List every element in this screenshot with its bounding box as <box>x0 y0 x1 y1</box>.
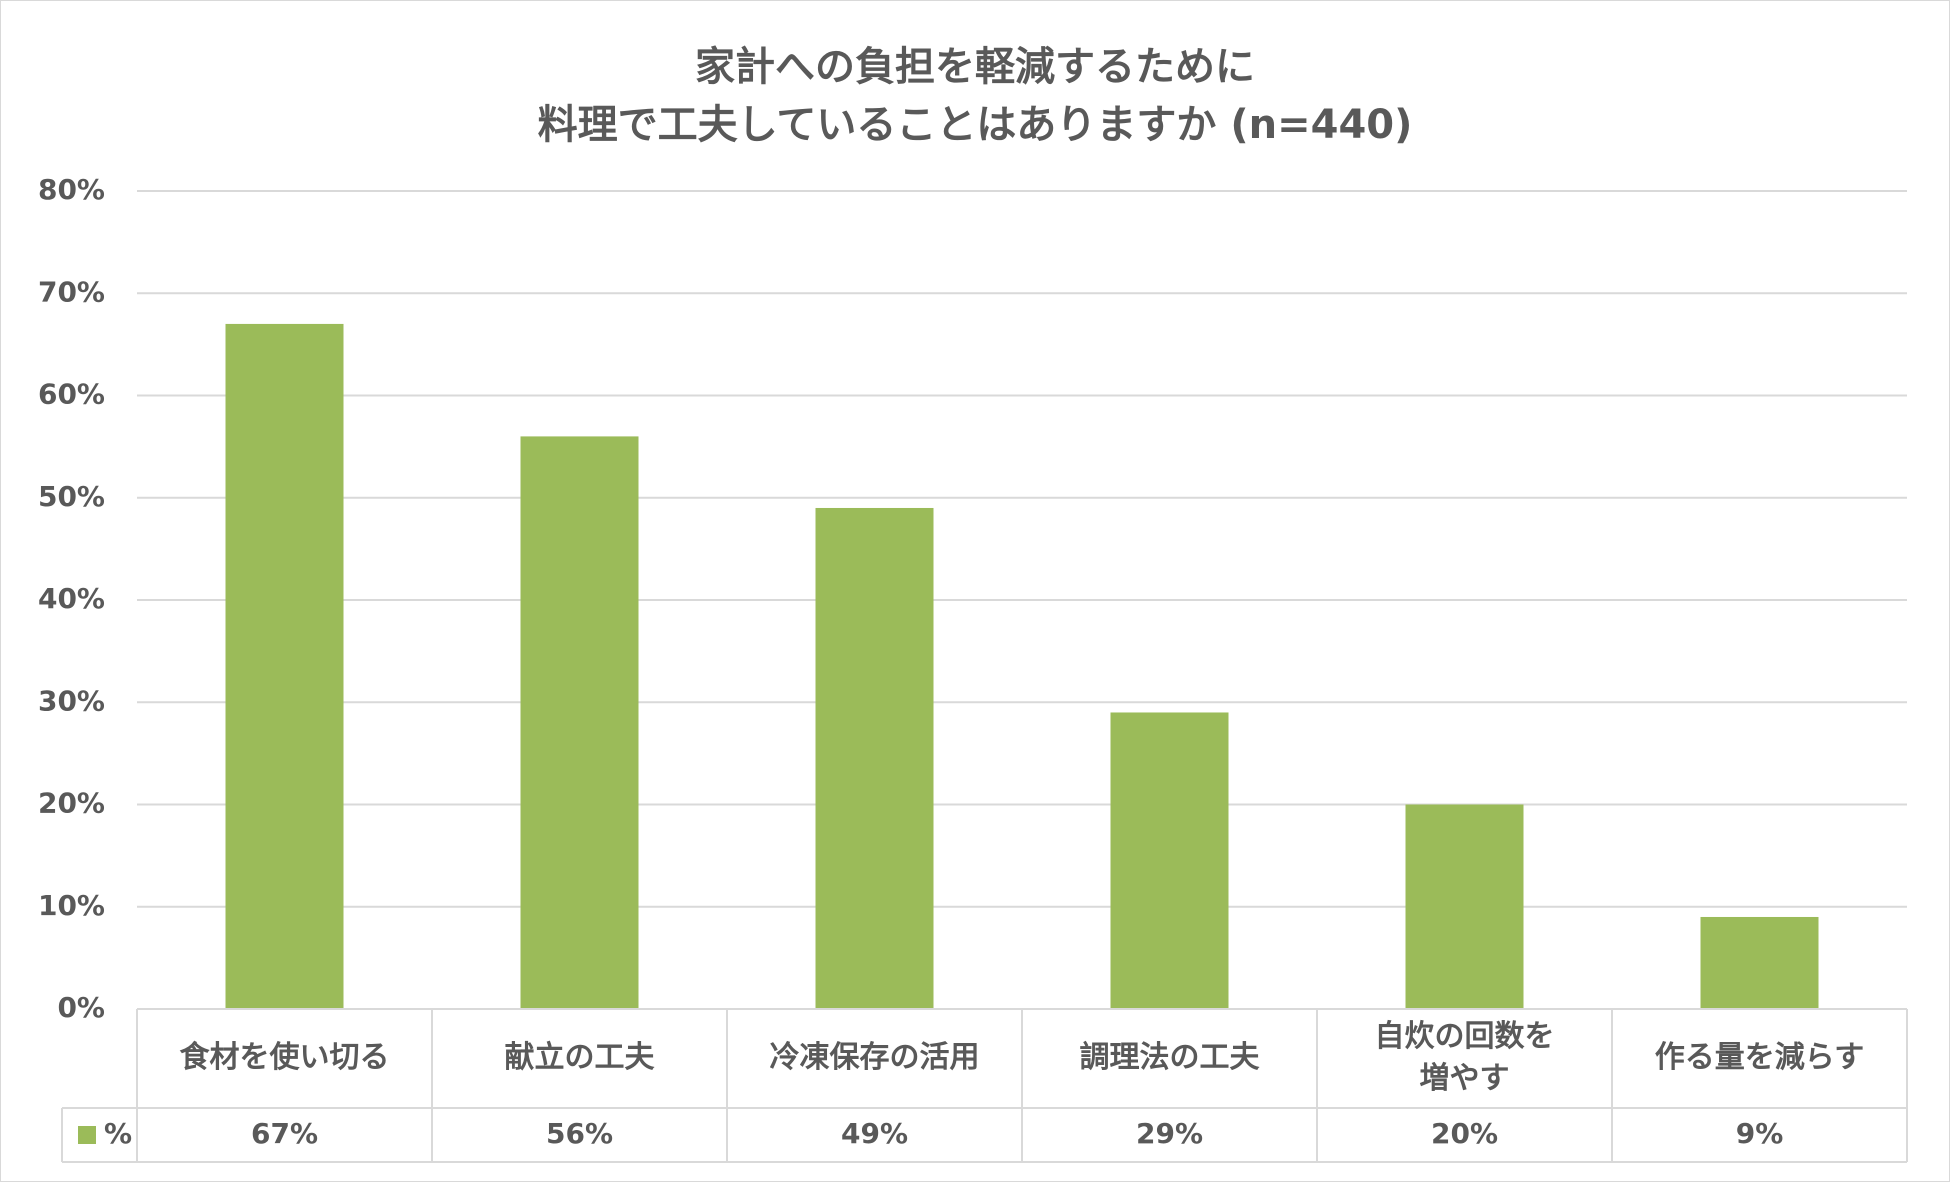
y-tick-label: 10% <box>38 889 105 922</box>
bar <box>1405 804 1524 1009</box>
y-tick-label: 40% <box>38 582 105 615</box>
legend-swatch <box>78 1126 96 1144</box>
bar <box>1110 712 1229 1009</box>
chart-title-line-2: 料理で工夫していることはありますか (n=440) <box>537 102 1413 148</box>
data-table-value: 29% <box>1136 1117 1203 1150</box>
bar <box>815 507 934 1009</box>
y-tick-label: 20% <box>38 787 105 820</box>
data-table-value: 9% <box>1736 1117 1784 1150</box>
data-table-value: 56% <box>546 1117 613 1150</box>
data-table-value: 49% <box>841 1117 908 1150</box>
legend-label: % <box>104 1117 132 1150</box>
x-category-label: 食材を使い切る <box>180 1040 390 1075</box>
bar <box>225 323 344 1009</box>
data-table-value: 20% <box>1431 1117 1498 1150</box>
y-tick-label: 70% <box>38 275 105 308</box>
data-table-value: 67% <box>251 1117 318 1150</box>
y-tick-label: 60% <box>38 378 105 411</box>
y-tick-label: 30% <box>38 684 105 717</box>
x-category-label: 献立の工夫 <box>505 1040 656 1075</box>
bar <box>520 436 639 1009</box>
x-category-label: 調理法の工夫 <box>1080 1040 1261 1075</box>
bar <box>1700 916 1819 1009</box>
chart-title: 家計への負担を軽減するために 料理で工夫していることはありますか (n=440) <box>0 38 1950 154</box>
y-tick-label: 80% <box>38 173 105 206</box>
y-tick-label: 0% <box>57 991 105 1024</box>
x-category-label: 自炊の回数を <box>1375 1019 1555 1054</box>
x-category-label: 作る量を減らす <box>1655 1040 1864 1075</box>
x-category-label: 冷凍保存の活用 <box>770 1040 980 1075</box>
x-category-label: 増やす <box>1420 1061 1510 1096</box>
y-tick-label: 50% <box>38 480 105 513</box>
chart-title-line-1: 家計への負担を軽減するために <box>695 44 1255 90</box>
